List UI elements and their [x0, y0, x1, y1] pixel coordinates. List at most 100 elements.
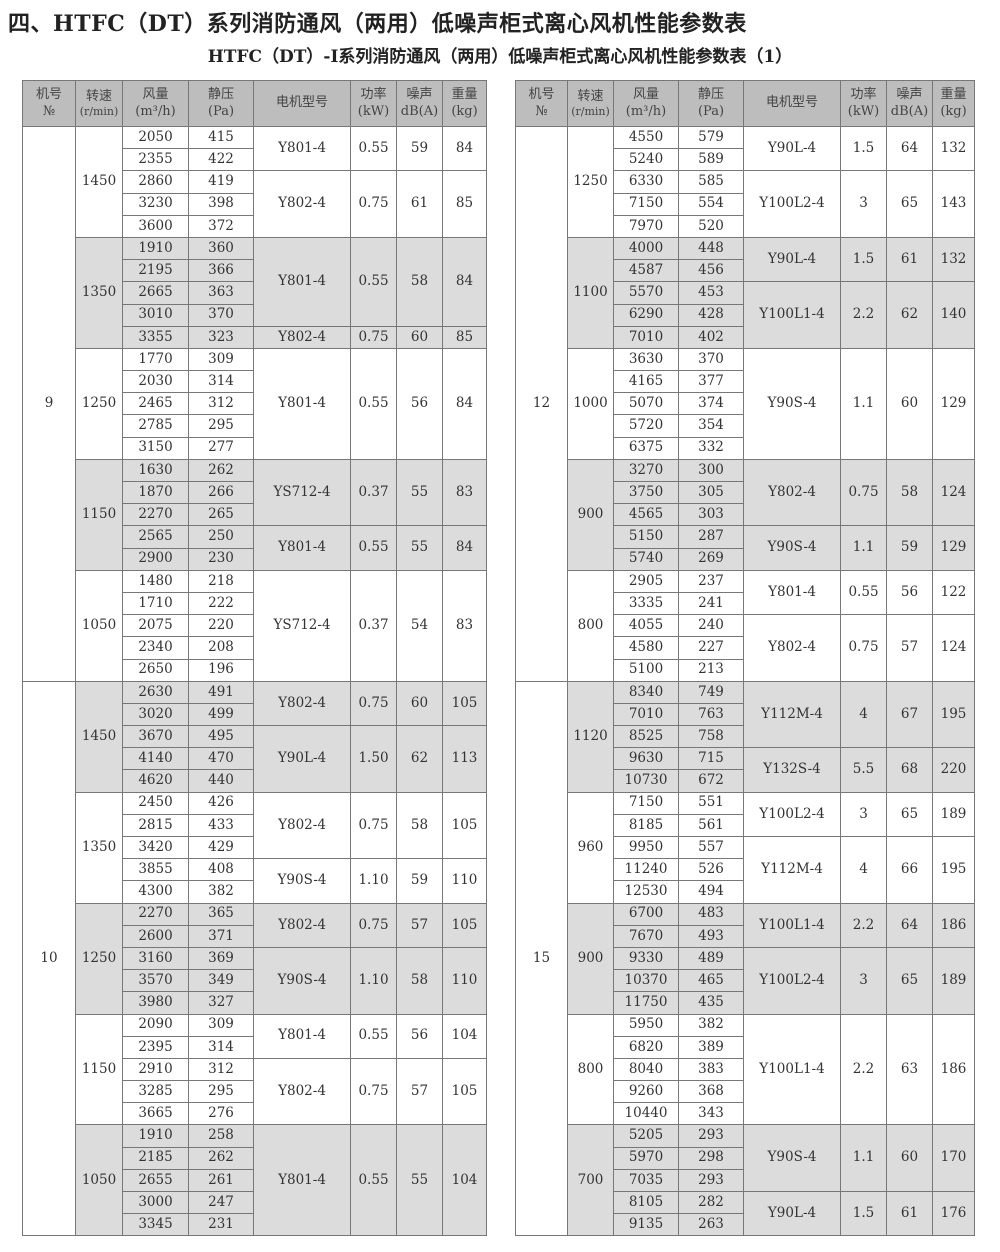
speed-cell: 1120 — [567, 680, 614, 793]
noise-cell: 55 — [396, 1124, 443, 1237]
table-row: 1100 4000 448 Y90L-4 1.5 61 132 — [516, 236, 975, 349]
table-row: 3000 247 — [23, 1190, 487, 1215]
airflow-cell: 4565 — [613, 503, 679, 527]
static-pressure-cell: 282 — [678, 1190, 744, 1215]
performance-table-left: 机号 № 转速 (r/min) 风量 (m³/h) 静压 (Pa) 电机型号 功率 (kW) 噪声 dB… — [22, 80, 487, 1237]
airflow-cell: 9950 — [613, 835, 679, 860]
table-row: 6290 428 — [516, 303, 975, 327]
table-row: 5740 269 — [516, 547, 975, 571]
static-pressure-cell: 763 — [678, 702, 744, 727]
noise-cell: 62 — [886, 281, 933, 349]
airflow-cell: 1910 — [122, 1124, 189, 1148]
airflow-cell: 8185 — [613, 813, 679, 838]
table-row: 2185 262 — [23, 1146, 487, 1170]
table-row: 4580 227 — [516, 636, 975, 660]
motor-model-cell: Y802-4 — [253, 325, 351, 349]
noise-cell: 56 — [396, 1013, 443, 1059]
header-unit: (m³/h) — [135, 103, 176, 119]
airflow-cell: 10370 — [613, 969, 679, 993]
motor-model-cell: Y90S-4 — [743, 1124, 841, 1192]
airflow-cell: 2355 — [122, 148, 189, 172]
header-airflow: 风量 (m³/h) — [613, 80, 679, 127]
motor-model-cell: Y802-4 — [253, 791, 351, 860]
static-pressure-cell: 312 — [188, 1057, 254, 1082]
airflow-cell: 4000 — [613, 236, 679, 261]
header-unit: dB(A) — [890, 103, 929, 119]
airflow-cell: 2030 — [122, 370, 189, 394]
power-cell: 1.1 — [840, 525, 887, 571]
power-cell: 1.10 — [350, 858, 397, 904]
motor-model-cell: Y801-4 — [253, 236, 351, 327]
static-pressure-cell: 426 — [188, 791, 254, 815]
weight-cell: 113 — [442, 725, 487, 793]
static-pressure-cell: 213 — [678, 658, 744, 682]
static-pressure-cell: 422 — [188, 148, 254, 172]
airflow-cell: 5100 — [613, 658, 679, 682]
noise-cell: 57 — [396, 1057, 443, 1126]
noise-cell: 54 — [396, 569, 443, 682]
motor-model-cell: Y100L2-4 — [743, 946, 841, 1015]
airflow-cell: 11750 — [613, 991, 679, 1015]
weight-cell: 186 — [932, 902, 975, 948]
static-pressure-cell: 372 — [188, 214, 254, 238]
airflow-cell: 4620 — [122, 769, 189, 793]
motor-model-cell: Y112M-4 — [743, 836, 841, 904]
airflow-cell: 2665 — [122, 281, 189, 305]
power-cell: 2.2 — [840, 281, 887, 349]
airflow-cell: 2185 — [122, 1146, 189, 1170]
table-row: 3980 327 — [23, 991, 487, 1015]
noise-cell: 66 — [886, 836, 933, 904]
speed-cell: 1450 — [75, 680, 123, 793]
airflow-cell: 2340 — [122, 636, 189, 660]
airflow-cell: 2900 — [122, 547, 189, 571]
header-unit: (Pa) — [697, 103, 725, 119]
power-cell: 0.55 — [840, 569, 887, 616]
static-pressure-cell: 526 — [678, 858, 744, 882]
motor-model-cell: Y90L-4 — [743, 236, 841, 283]
static-pressure-cell: 295 — [188, 414, 254, 438]
airflow-cell: 3230 — [122, 192, 189, 216]
airflow-cell: 3285 — [122, 1080, 189, 1104]
motor-model-cell: Y90S-4 — [743, 525, 841, 571]
static-pressure-cell: 374 — [678, 392, 744, 416]
header-unit: (r/min) — [571, 104, 610, 118]
static-pressure-cell: 585 — [678, 170, 744, 194]
table-subtitle: HTFC（DT）-Ⅰ系列消防通风（两用）低噪声柜式离心风机性能参数表（1） — [207, 47, 793, 67]
table-row: 4587 456 — [516, 259, 975, 283]
motor-model-cell: Y90L-4 — [743, 1190, 841, 1237]
table-row: 2600 371 — [23, 924, 487, 948]
speed-cell: 1250 — [75, 347, 123, 460]
static-pressure-cell: 579 — [678, 125, 744, 150]
motor-model-cell: Y802-4 — [743, 614, 841, 682]
noise-cell: 60 — [396, 325, 443, 349]
airflow-cell: 8105 — [613, 1190, 679, 1215]
table-row: 15 1120 8340 749 Y112M-4 4 67 195 — [515, 680, 975, 1237]
static-pressure-cell: 368 — [678, 1080, 744, 1104]
static-pressure-cell: 240 — [678, 614, 744, 638]
table-row: 2270 265 — [23, 503, 487, 527]
static-pressure-cell: 382 — [678, 1013, 744, 1037]
weight-cell: 124 — [932, 458, 975, 527]
airflow-cell: 5150 — [613, 525, 679, 549]
static-pressure-cell: 489 — [678, 946, 744, 971]
power-cell: 0.75 — [350, 1057, 397, 1126]
table-row: 4140 470 — [23, 747, 487, 771]
weight-cell: 195 — [932, 836, 975, 904]
header-label: 噪声 — [896, 87, 923, 103]
power-cell: 4 — [840, 836, 887, 904]
static-pressure-cell: 415 — [188, 125, 254, 150]
motor-model-cell: Y100L2-4 — [743, 791, 841, 838]
header-power: 功率 (kW) — [350, 80, 397, 127]
motor-model-cell: Y801-4 — [253, 1124, 351, 1237]
airflow-cell: 1630 — [122, 458, 189, 483]
table-row: 5720 354 — [516, 414, 975, 438]
table-row: 2395 314 — [23, 1035, 487, 1059]
airflow-cell: 11240 — [613, 858, 679, 882]
weight-cell: 143 — [932, 170, 975, 238]
motor-model-cell: Y802-4 — [743, 458, 841, 527]
airflow-cell: 7670 — [613, 924, 679, 948]
airflow-cell: 2815 — [122, 813, 189, 838]
static-pressure-cell: 298 — [678, 1146, 744, 1170]
static-pressure-cell: 323 — [188, 325, 254, 349]
header-label: 转速 — [85, 88, 112, 104]
